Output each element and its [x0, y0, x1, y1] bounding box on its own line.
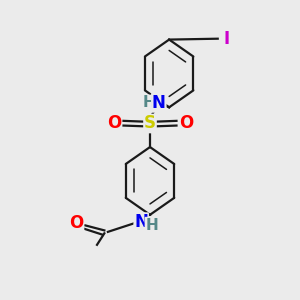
Text: S: S: [144, 115, 156, 133]
Text: N: N: [152, 94, 166, 112]
Text: O: O: [107, 114, 121, 132]
Text: O: O: [69, 214, 83, 232]
Text: O: O: [179, 114, 193, 132]
Text: H: H: [146, 218, 158, 232]
Text: H: H: [142, 95, 155, 110]
Text: N: N: [134, 213, 148, 231]
Text: I: I: [223, 30, 229, 48]
